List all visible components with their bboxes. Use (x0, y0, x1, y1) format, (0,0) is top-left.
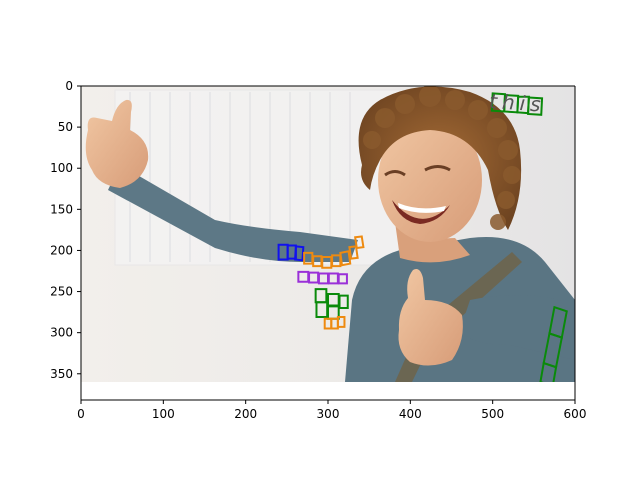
overlay-boxes: this (277, 89, 568, 382)
overlay-box (338, 294, 349, 309)
overlay-box (330, 317, 339, 330)
y-tick-label: 150 (50, 202, 73, 216)
y-tick-label: 250 (50, 285, 73, 299)
overlay-box (331, 254, 342, 268)
overlay-box (527, 96, 544, 116)
x-tick-label: 200 (234, 407, 257, 421)
y-tick-label: 50 (58, 120, 73, 134)
x-axis-ticks: 0 100 200 300 400 500 600 (77, 400, 586, 421)
y-tick-label: 100 (50, 161, 73, 175)
overlay-box (354, 235, 365, 250)
x-tick-label: 400 (399, 407, 422, 421)
overlay-box (348, 245, 359, 260)
overlay-box (336, 316, 346, 328)
x-tick-label: 500 (481, 407, 504, 421)
y-tick-label: 350 (50, 367, 73, 381)
y-tick-label: 0 (65, 79, 73, 93)
x-tick-label: 100 (152, 407, 175, 421)
overlay-box (337, 273, 348, 285)
overlay-box (539, 361, 558, 382)
y-tick-label: 300 (50, 326, 73, 340)
x-tick-label: 600 (564, 407, 587, 421)
x-tick-label: 0 (77, 407, 85, 421)
x-tick-label: 300 (317, 407, 340, 421)
overlay-box (321, 256, 333, 269)
overlay-word-label: this (488, 89, 546, 117)
y-axis-ticks: 0 50 100 150 200 250 300 350 (50, 79, 81, 381)
y-tick-label: 200 (50, 243, 73, 257)
overlay-box (294, 245, 305, 262)
photo-image (81, 86, 575, 382)
overlay-box (339, 250, 352, 267)
